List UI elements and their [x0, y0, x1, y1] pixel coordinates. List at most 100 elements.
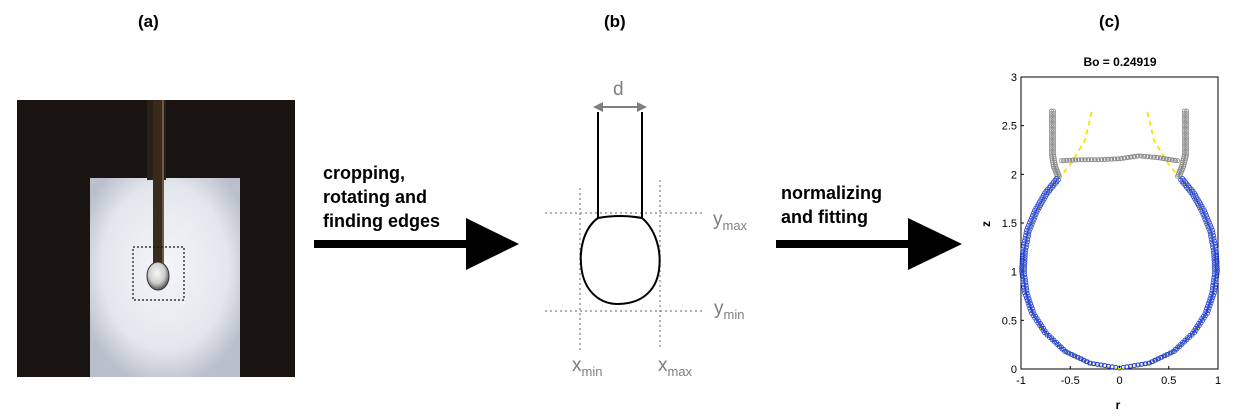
drop-point [1019, 251, 1025, 257]
photo-panel [17, 100, 295, 377]
drop-point [1024, 298, 1030, 303]
y-tick-label: 0.5 [1002, 315, 1017, 327]
drop-point [1030, 213, 1035, 218]
drop-point [1210, 244, 1216, 250]
needle-point [1092, 157, 1098, 163]
needle-point [1102, 157, 1108, 162]
needle-point [1122, 155, 1128, 161]
needle-point [1051, 115, 1057, 121]
needle-point [1138, 153, 1144, 159]
needle-point [1096, 157, 1102, 163]
needle-point [1184, 111, 1190, 116]
needle-point [1106, 156, 1111, 162]
panel-label-b: (b) [604, 12, 626, 31]
drop-edge [579, 217, 661, 306]
needle-edge [162, 100, 164, 264]
drop-point [1020, 246, 1026, 252]
needle-point [1073, 157, 1079, 163]
needle-point [1148, 154, 1154, 160]
needle-point [1048, 118, 1054, 124]
needle-point [1181, 137, 1187, 143]
drop-point [1204, 306, 1209, 312]
needle-point [1051, 120, 1057, 126]
needle-point [1119, 155, 1125, 161]
step-fit-line-1: normalizing [781, 183, 883, 203]
drop-point [1020, 249, 1025, 255]
needle-point [1083, 157, 1088, 163]
drop-point [1024, 227, 1029, 233]
needle-point [1051, 130, 1057, 136]
needle-point [1048, 142, 1054, 148]
drop-point [1028, 308, 1034, 314]
needle-point [1184, 132, 1190, 138]
needle-point [1070, 157, 1076, 163]
drop-point [1019, 271, 1025, 277]
drop-point [1211, 262, 1217, 268]
needle-point [1184, 140, 1190, 146]
needle-point [1051, 150, 1057, 155]
drop-point [1201, 214, 1207, 220]
drop-point [1029, 215, 1034, 221]
needle-point [1184, 108, 1190, 114]
needle-point [1142, 154, 1147, 159]
drop-point [1026, 303, 1032, 308]
step-fit-line-2: and fitting [781, 207, 868, 227]
drop-point [1180, 175, 1185, 181]
panel-label-a: (a) [138, 12, 159, 31]
x-tick-label: 0 [1116, 375, 1122, 387]
drop-point [1019, 256, 1025, 262]
xmax-label: xmax [658, 355, 693, 379]
needle-point [1048, 145, 1054, 150]
needle-point [1167, 157, 1172, 163]
needle-point [1048, 113, 1054, 119]
needle-point [1184, 120, 1190, 126]
needle-point [1067, 157, 1073, 163]
drop-point [1019, 263, 1025, 269]
x-tick-label: -1 [1016, 375, 1026, 387]
drop-point [1207, 231, 1213, 237]
needle-point [1184, 125, 1190, 131]
drop-points [1019, 175, 1220, 371]
needle-point [1184, 113, 1190, 119]
needle-point [1051, 132, 1057, 138]
drop-point [1210, 280, 1216, 286]
needle-point [1184, 150, 1190, 155]
drop-point [1027, 220, 1032, 226]
drop-point [1032, 208, 1037, 214]
needle-point [1181, 128, 1187, 133]
drop-point [1209, 285, 1215, 291]
drop-point [1208, 234, 1214, 240]
needle-point [1184, 135, 1190, 141]
drop-point [1210, 283, 1216, 288]
drop-point [1021, 241, 1027, 247]
drop-point [1211, 272, 1217, 278]
drop-point [1023, 230, 1029, 236]
drop-point [1211, 252, 1217, 258]
drop-point [1206, 298, 1212, 304]
needle-point [1048, 140, 1054, 146]
needle-point [1079, 157, 1085, 163]
step-crop-line-2: rotating and [323, 187, 427, 207]
needle [153, 100, 163, 264]
needle-point [1181, 113, 1187, 119]
needle-point [1048, 108, 1054, 114]
needle-point [1048, 147, 1054, 153]
drop-point [1019, 266, 1025, 272]
drop-point [1025, 300, 1031, 306]
needle-point [1115, 156, 1121, 162]
needle-point [1175, 158, 1181, 164]
drop-point [1210, 247, 1216, 253]
needle-point [1051, 140, 1057, 146]
needle-point [1051, 145, 1057, 150]
needle-point [1181, 132, 1187, 138]
needle-point [1051, 128, 1057, 133]
needle-point [1181, 142, 1187, 148]
drop-point [1200, 212, 1206, 217]
needle-point [1048, 120, 1054, 126]
drop-point [1211, 255, 1217, 260]
needle-point [1048, 128, 1054, 133]
needle-point [1051, 142, 1057, 148]
drop-point [1021, 284, 1027, 290]
drop-point [1211, 250, 1217, 256]
drop-point [1021, 243, 1026, 249]
